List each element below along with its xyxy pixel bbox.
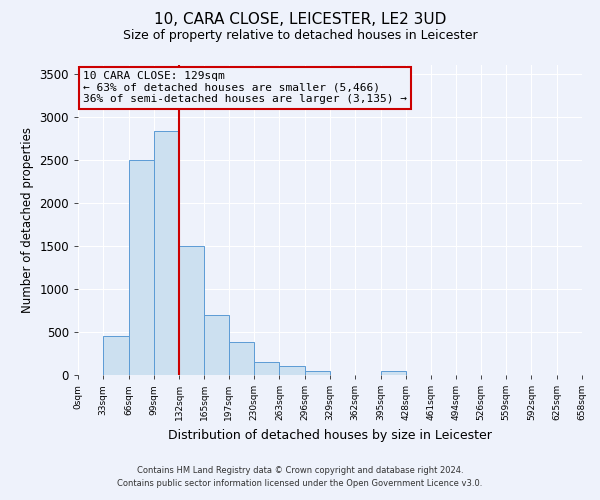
Y-axis label: Number of detached properties: Number of detached properties — [21, 127, 34, 313]
Text: 10, CARA CLOSE, LEICESTER, LE2 3UD: 10, CARA CLOSE, LEICESTER, LE2 3UD — [154, 12, 446, 28]
Bar — [254, 362, 280, 375]
Text: Size of property relative to detached houses in Leicester: Size of property relative to detached ho… — [122, 30, 478, 43]
Text: Contains HM Land Registry data © Crown copyright and database right 2024.
Contai: Contains HM Land Registry data © Crown c… — [118, 466, 482, 487]
Bar — [154, 132, 179, 375]
Bar — [305, 370, 330, 375]
Bar — [128, 160, 154, 375]
X-axis label: Distribution of detached houses by size in Leicester: Distribution of detached houses by size … — [168, 428, 492, 442]
Bar — [103, 336, 128, 375]
Bar — [280, 366, 305, 375]
Bar — [179, 246, 205, 375]
Bar — [229, 342, 254, 375]
Bar — [380, 370, 406, 375]
Bar — [205, 314, 229, 375]
Text: 10 CARA CLOSE: 129sqm
← 63% of detached houses are smaller (5,466)
36% of semi-d: 10 CARA CLOSE: 129sqm ← 63% of detached … — [83, 71, 407, 104]
